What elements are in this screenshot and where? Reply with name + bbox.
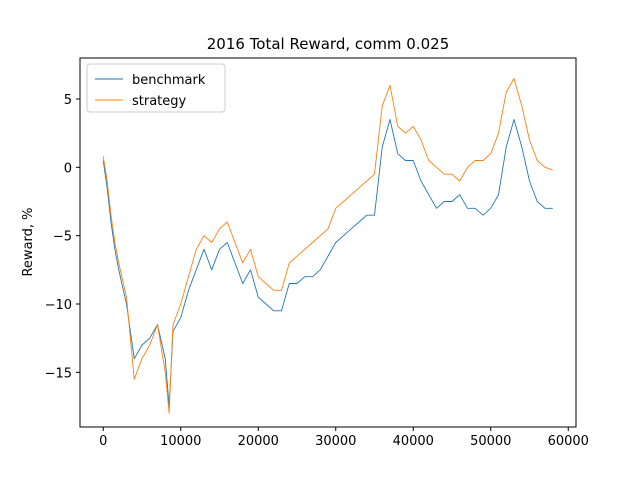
y-tick-label: 0: [64, 161, 72, 176]
y-tick-label: −5: [53, 230, 72, 245]
x-tick-label: 50000: [470, 434, 511, 449]
series-layer: [102, 78, 553, 414]
x-tick-label: 0: [99, 434, 107, 449]
axes-frame: [79, 57, 577, 428]
x-tick-label: 20000: [238, 434, 279, 449]
y-axis-label: Reward, %: [21, 207, 36, 276]
y-tick-label: −10: [45, 298, 72, 313]
chart-title: 2016 Total Reward, comm 0.025: [207, 35, 450, 53]
legend-label-benchmark: benchmark: [132, 73, 206, 88]
x-tick-label: 40000: [393, 434, 434, 449]
x-tick-label: 30000: [315, 434, 356, 449]
series-line-strategy: [102, 78, 553, 414]
x-tick-label: 10000: [160, 434, 201, 449]
x-tick-label: 60000: [548, 434, 589, 449]
legend: benchmark strategy: [86, 63, 226, 113]
legend-label-strategy: strategy: [132, 94, 187, 109]
y-tick-label: −15: [45, 366, 72, 381]
axes-layer: 0 10000 20000 30000 40000 50000 60000 −15 −10 −5 0…: [45, 57, 589, 449]
y-tick-label: 5: [64, 93, 72, 108]
series-line-benchmark: [102, 119, 553, 407]
